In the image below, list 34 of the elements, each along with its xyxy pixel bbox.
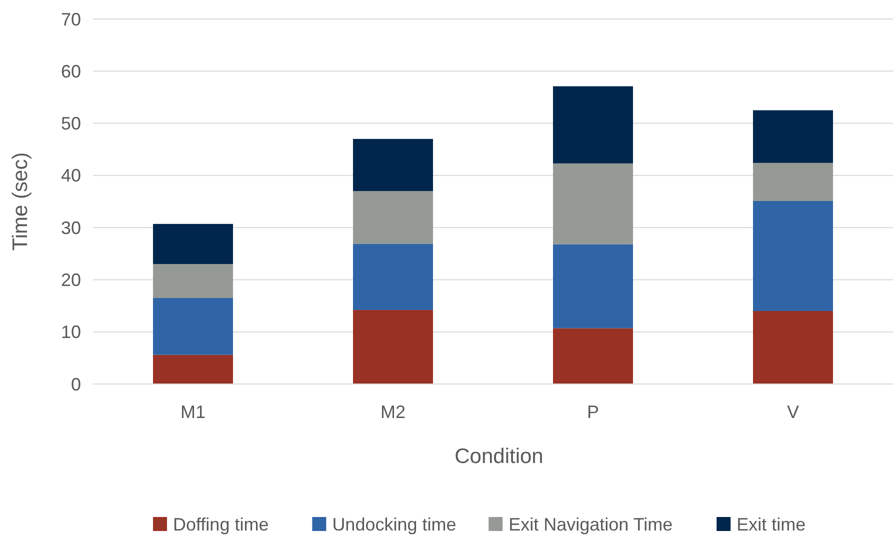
bar [553,163,633,244]
x-tick-label: V [786,402,800,422]
y-tick-label: 20 [60,270,81,290]
legend-label: Undocking time [332,514,456,534]
bar [753,110,833,163]
bar [553,244,633,328]
x-axis-title: Condition [454,445,544,468]
bar [153,264,233,298]
bar [753,311,833,384]
bar [353,244,433,310]
bar [753,162,833,201]
y-tick-label: 10 [60,322,81,342]
bar [153,224,233,264]
legend-label: Exit time [736,514,806,534]
y-tick-label: 0 [70,374,81,394]
bar [353,138,433,192]
y-tick-label: 70 [60,9,81,30]
bar [553,328,633,384]
legend-label: Exit Navigation Time [508,514,673,534]
legend-label: Doffing time [173,514,269,534]
bar [153,298,233,355]
y-tick-label: 50 [60,114,81,134]
bar [353,310,433,384]
y-tick-label: 30 [60,218,81,238]
bar [553,86,633,164]
x-tick-label: P [586,402,600,422]
x-tick-label: M2 [380,402,406,422]
bar [753,200,833,311]
y-axis-title: Time (sec) [9,152,32,251]
y-tick-label: 40 [60,166,81,186]
bar [153,354,233,384]
x-tick-label: M1 [180,402,206,422]
bar [353,191,433,244]
y-tick-label: 60 [60,61,81,82]
